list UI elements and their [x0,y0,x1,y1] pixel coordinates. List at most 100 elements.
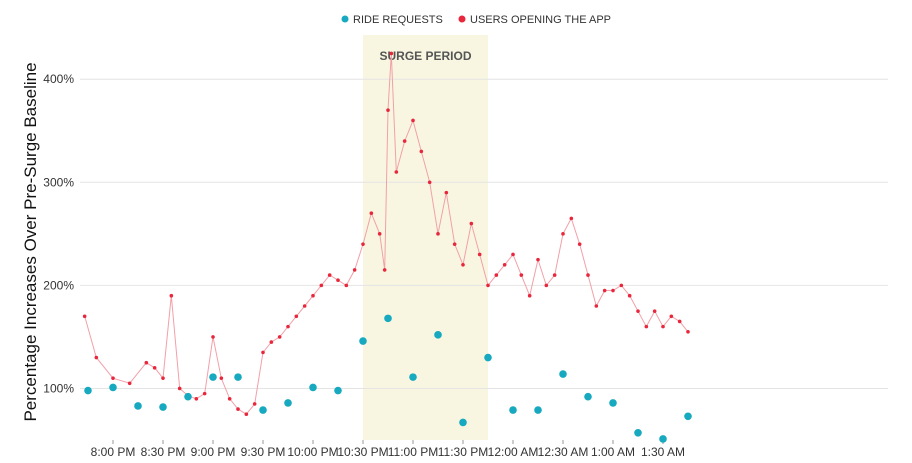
users-opening-app-point-69 [669,314,674,319]
ride-requests-point-13 [409,373,417,381]
x-tick-label: 9:00 PM [191,445,236,459]
y-tick-label: 100% [43,381,74,395]
users-opening-app-point-51 [519,273,524,277]
y-axis-label: Percentage Increases Over Pre-Surge Base… [21,62,40,421]
users-opening-app-point-59 [586,273,590,277]
ride-requests-point-12 [384,314,392,323]
users-opening-app-point-18 [261,350,265,355]
users-opening-app-point-31 [369,211,374,216]
users-opening-app-point-49 [502,262,507,267]
users-opening-app-point-61 [602,288,607,293]
ride-requests-point-8 [284,399,292,407]
users-opening-app-point-42 [444,190,449,195]
users-opening-app-point-67 [652,309,657,313]
ride-requests-point-17 [509,406,517,414]
legend: RIDE REQUESTS USERS OPENING THE APP [341,14,611,26]
users-opening-app-point-62 [611,288,615,293]
users-opening-app-point-68 [661,324,665,329]
surge-period-band [363,35,488,440]
users-opening-app-point-15 [236,407,240,411]
users-opening-app-point-23 [302,304,307,308]
ride-requests-point-5 [209,373,217,381]
x-tick-label: 10:30 PM [337,445,388,459]
y-tick-label: 300% [43,175,74,189]
users-opening-app-point-17 [252,402,257,406]
x-tick-label: 9:30 PM [241,445,286,459]
users-opening-app-point-33 [382,268,387,272]
x-tick-label: 1:30 AM [641,445,685,459]
x-tick-label: 12:00 AM [488,445,539,459]
users-opening-app-point-5 [152,366,157,370]
x-tick-label: 1:00 AM [591,445,635,459]
ride-requests-point-16 [484,353,492,362]
ride-requests-point-2 [134,402,142,410]
users-opening-app-point-43 [452,242,457,246]
ride-requests-point-15 [459,418,467,427]
surge-period-label: SURGE PERIOD [379,49,471,63]
x-tick-label: 11:00 PM [388,445,438,459]
users-opening-app-point-32 [377,232,382,236]
users-opening-app-point-34 [386,108,390,112]
users-opening-app-point-12 [211,335,215,339]
users-opening-app-point-3 [127,381,132,386]
ride-requests-point-4 [184,392,192,401]
users-opening-app-point-71 [686,329,690,334]
users-opening-app-point-55 [552,273,557,277]
users-opening-app-point-14 [227,396,232,401]
ride-requests-point-9 [309,383,317,392]
users-opening-app-point-4 [144,360,149,365]
users-opening-app-point-10 [194,396,199,401]
ride-requests-point-21 [609,399,617,407]
y-tick-label: 400% [43,72,74,86]
users-opening-app-point-13 [219,376,224,380]
users-opening-app-point-26 [327,273,332,277]
series-points [82,51,692,443]
ride-requests-point-22 [634,428,642,437]
users-opening-app-point-63 [619,283,624,288]
x-tick-label: 8:30 PM [141,445,186,459]
users-opening-app-point-60 [594,304,599,308]
users-opening-app-point-11 [202,391,207,396]
ride-requests-point-11 [359,337,367,345]
ride-requests-point-14 [434,331,442,339]
users-opening-app-point-57 [569,216,574,221]
x-tick-label: 8:00 PM [91,445,136,459]
users-opening-app-point-35 [389,51,394,56]
users-opening-app-point-50 [511,252,515,257]
ride-requests-point-0 [84,386,92,395]
users-opening-app-point-53 [536,257,540,262]
users-opening-app-point-44 [461,262,465,267]
legend-marker-users-opening-app [458,15,466,23]
users-opening-app-point-45 [469,221,474,226]
users-opening-app-point-46 [477,252,482,257]
users-opening-app-point-22 [294,314,299,319]
legend-label-users-opening-app: USERS OPENING THE APP [470,14,611,26]
y-tick-label: 200% [43,278,74,292]
users-opening-app-point-29 [352,268,357,272]
series-lines [84,53,689,415]
users-opening-app-point-56 [561,232,565,236]
x-tick-label: 10:00 PM [287,445,338,459]
users-opening-app-point-30 [361,242,365,246]
users-opening-app-point-52 [527,293,532,298]
users-opening-app-point-54 [544,283,549,288]
users-opening-app-point-20 [277,335,282,339]
users-opening-app-point-25 [319,283,324,288]
ride-requests-point-19 [559,370,567,378]
users-opening-app-point-39 [419,149,424,154]
users-opening-app-point-7 [169,293,174,298]
ride-requests-point-20 [584,392,592,401]
users-opening-app-point-2 [111,376,115,380]
ride-requests-point-6 [234,373,242,381]
ride-requests-point-23 [659,435,667,443]
users-opening-app-line [84,53,689,415]
users-opening-app-point-38 [411,118,415,123]
ride-requests-point-7 [259,406,267,414]
users-opening-app-point-41 [436,232,440,236]
users-opening-app-point-21 [286,324,290,329]
users-opening-app-point-28 [344,283,349,288]
ride-requests-point-24 [684,412,692,421]
ride-requests-point-1 [109,383,117,392]
users-opening-app-point-66 [644,324,649,329]
